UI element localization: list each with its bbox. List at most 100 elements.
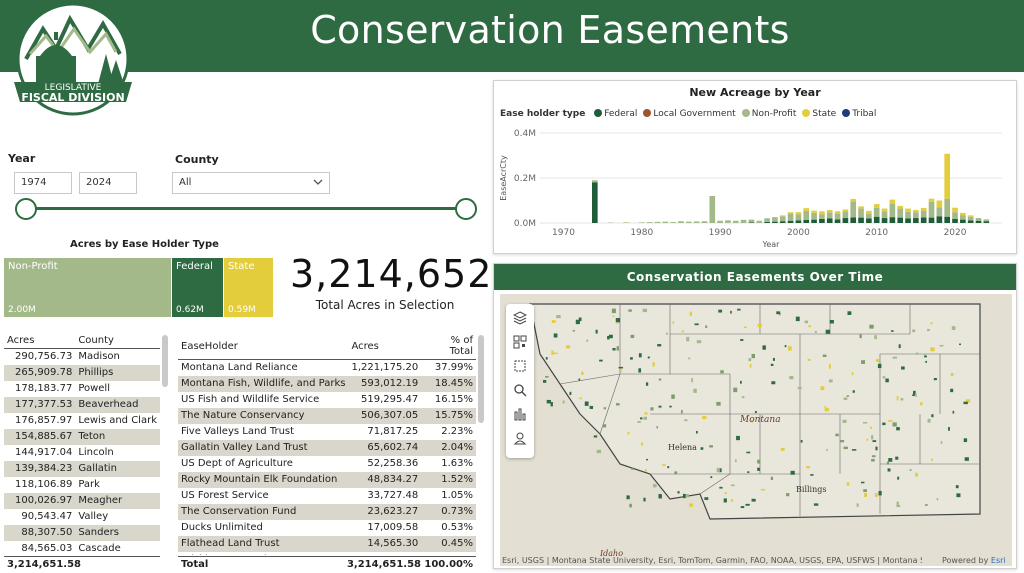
table-row[interactable]: 139,384.23 Gallatin (4, 460, 160, 477)
page-title: Conservation Easements (310, 8, 790, 52)
table-row[interactable]: Montana Land Reliance 1,221,175.20 37.99% (178, 360, 476, 376)
table-row[interactable]: Five Valleys Land Trust 71,817.25 2.23% (178, 424, 476, 440)
cell-acres: 71,817.25 (367, 426, 419, 437)
legend-item[interactable]: State (812, 109, 837, 119)
table-row[interactable]: The Conservation Fund 23,623.27 0.73% (178, 503, 476, 520)
table-row[interactable]: 178,183.77 Powell (4, 381, 160, 397)
year-slider-start-handle[interactable] (15, 198, 37, 220)
legend-item[interactable]: Local Government (653, 109, 736, 119)
esri-link[interactable]: Esri (990, 556, 1006, 565)
easement-parcel (898, 344, 901, 349)
table-row[interactable]: US Fish and Wildlife Service 519,295.47 16… (178, 392, 476, 408)
legend-item[interactable]: Tribal (852, 109, 877, 119)
legend-item[interactable]: Non-Profit (751, 109, 797, 119)
qr-icon[interactable] (508, 330, 532, 354)
col-acres[interactable]: Acres (351, 340, 379, 352)
table-row[interactable]: US Dept of Agriculture 52,258.36 1.63% (178, 456, 476, 472)
table-row[interactable]: 100,026.97 Meagher (4, 492, 160, 509)
easement-parcel (615, 403, 620, 406)
easeholder-table-scrollbar[interactable] (478, 335, 484, 423)
treemap-cell-federal[interactable]: Federal 0.62M (172, 258, 223, 317)
table-row[interactable]: Montana Fish, Wildlife, and Parks 593,012… (178, 375, 476, 392)
col-pct[interactable]: % of Total (449, 335, 473, 357)
table-row[interactable]: 265,909.78 Phillips (4, 364, 160, 381)
treemap-cell-state[interactable]: State 0.59M (224, 258, 273, 317)
year-end-input[interactable]: 2024 (79, 172, 137, 194)
easement-parcel (771, 381, 776, 385)
county-table[interactable]: Acres County 290,756.73 Madison 265,909.78… (4, 333, 160, 571)
map-label-helena: Helena (668, 443, 697, 452)
cell-pct: 0.44% (421, 552, 476, 555)
county-dropdown[interactable]: All (172, 172, 330, 194)
search-icon[interactable] (508, 378, 532, 402)
legend-dot (643, 109, 652, 117)
col-acres[interactable]: Acres (7, 335, 35, 346)
legend-dot (842, 109, 851, 117)
table-row[interactable]: The Nature Conservancy 506,307.05 15.75% (178, 407, 476, 424)
cell-county: Madison (78, 351, 120, 363)
acreage-bar-chart[interactable]: 0.0M 0.2M 0.4M 1970 1980 1990 2000 2010 2020 Ease… (494, 121, 1018, 255)
table-row[interactable]: 118,106.89 Park (4, 477, 160, 493)
bar-non-profit (858, 208, 864, 218)
kpi-value: 3,214,652 (290, 252, 493, 296)
easeholder-table[interactable]: EaseHolder Acres % of Total Montana Land… (178, 333, 476, 555)
cell-pct: 0.73% (421, 503, 476, 520)
bar-non-profit (905, 211, 911, 219)
easement-parcel (856, 503, 859, 507)
map-label-idaho: Idaho (599, 549, 623, 558)
easeholder-total: Total 3,214,651.58 100.00% (178, 556, 476, 572)
easement-parcel (930, 322, 933, 325)
bar-federal (803, 219, 810, 223)
bar-state (881, 208, 888, 212)
easement-parcel (915, 352, 919, 355)
easement-parcel (734, 459, 737, 463)
bar-federal (897, 217, 904, 223)
easement-parcel (595, 329, 598, 334)
table-row[interactable]: 88,307.50 Sanders (4, 524, 160, 541)
bar-non-profit (756, 220, 763, 223)
cell-pct: 1.05% (441, 490, 473, 501)
layers-icon[interactable] (508, 306, 532, 330)
table-row[interactable]: Rocky Mountain Elk Foundation 48,834.27 1.… (178, 471, 476, 488)
select-icon[interactable] (508, 354, 532, 378)
kpi-caption: Total Acres in Selection (315, 298, 455, 312)
chart-icon[interactable] (508, 402, 532, 426)
treemap-cell-nonprofit[interactable]: Non-Profit 2.00M (4, 258, 171, 317)
year-slider-track[interactable] (25, 207, 465, 210)
year-start-input[interactable]: 1974 (14, 172, 72, 194)
table-row[interactable]: 177,377.53 Beaverhead (4, 396, 160, 413)
table-row[interactable]: US Forest Service 33,727.48 1.05% (178, 488, 476, 504)
bar-non-profit (732, 220, 739, 223)
table-row[interactable]: 154,885.67 Teton (4, 428, 160, 445)
col-easeholder[interactable]: EaseHolder (181, 340, 238, 352)
col-county[interactable]: County (78, 335, 114, 346)
easement-parcel (788, 346, 792, 351)
easement-parcel (716, 401, 721, 406)
y-tick-label: 0.4M (514, 129, 536, 139)
bar-non-profit (638, 222, 645, 223)
legend-item[interactable]: Federal (604, 109, 638, 119)
easement-parcel (656, 426, 658, 429)
table-row[interactable]: Gallatin Valley Land Trust 65,602.74 2.04% (178, 439, 476, 456)
year-slider-end-handle[interactable] (455, 198, 477, 220)
table-row[interactable]: 84,565.03 Cascade (4, 541, 160, 557)
total-acres: 3,214,651.58 (346, 559, 421, 570)
easement-parcel (645, 382, 649, 386)
person-icon[interactable] (508, 426, 532, 450)
table-row[interactable]: 90,543.47 Valley (4, 509, 160, 525)
bar-non-profit (866, 214, 872, 219)
county-table-scrollbar[interactable] (162, 335, 168, 387)
easement-parcel (930, 347, 935, 352)
easement-parcel (581, 371, 584, 375)
table-row[interactable]: 290,756.73 Madison (4, 349, 160, 365)
table-row[interactable]: 176,857.97 Lewis and Clark (4, 413, 160, 429)
table-row[interactable]: Flathead Land Trust 14,565.30 0.45% (178, 535, 476, 552)
map-canvas[interactable]: Montana Helena Billings Idaho (500, 294, 1012, 566)
easement-parcel (718, 309, 723, 313)
easement-parcel (593, 435, 598, 438)
easement-parcel (637, 421, 641, 423)
bar-federal (936, 216, 943, 223)
table-row[interactable]: 144,917.04 Lincoln (4, 445, 160, 461)
table-row[interactable]: Ducks Unlimited 17,009.58 0.53% (178, 520, 476, 536)
